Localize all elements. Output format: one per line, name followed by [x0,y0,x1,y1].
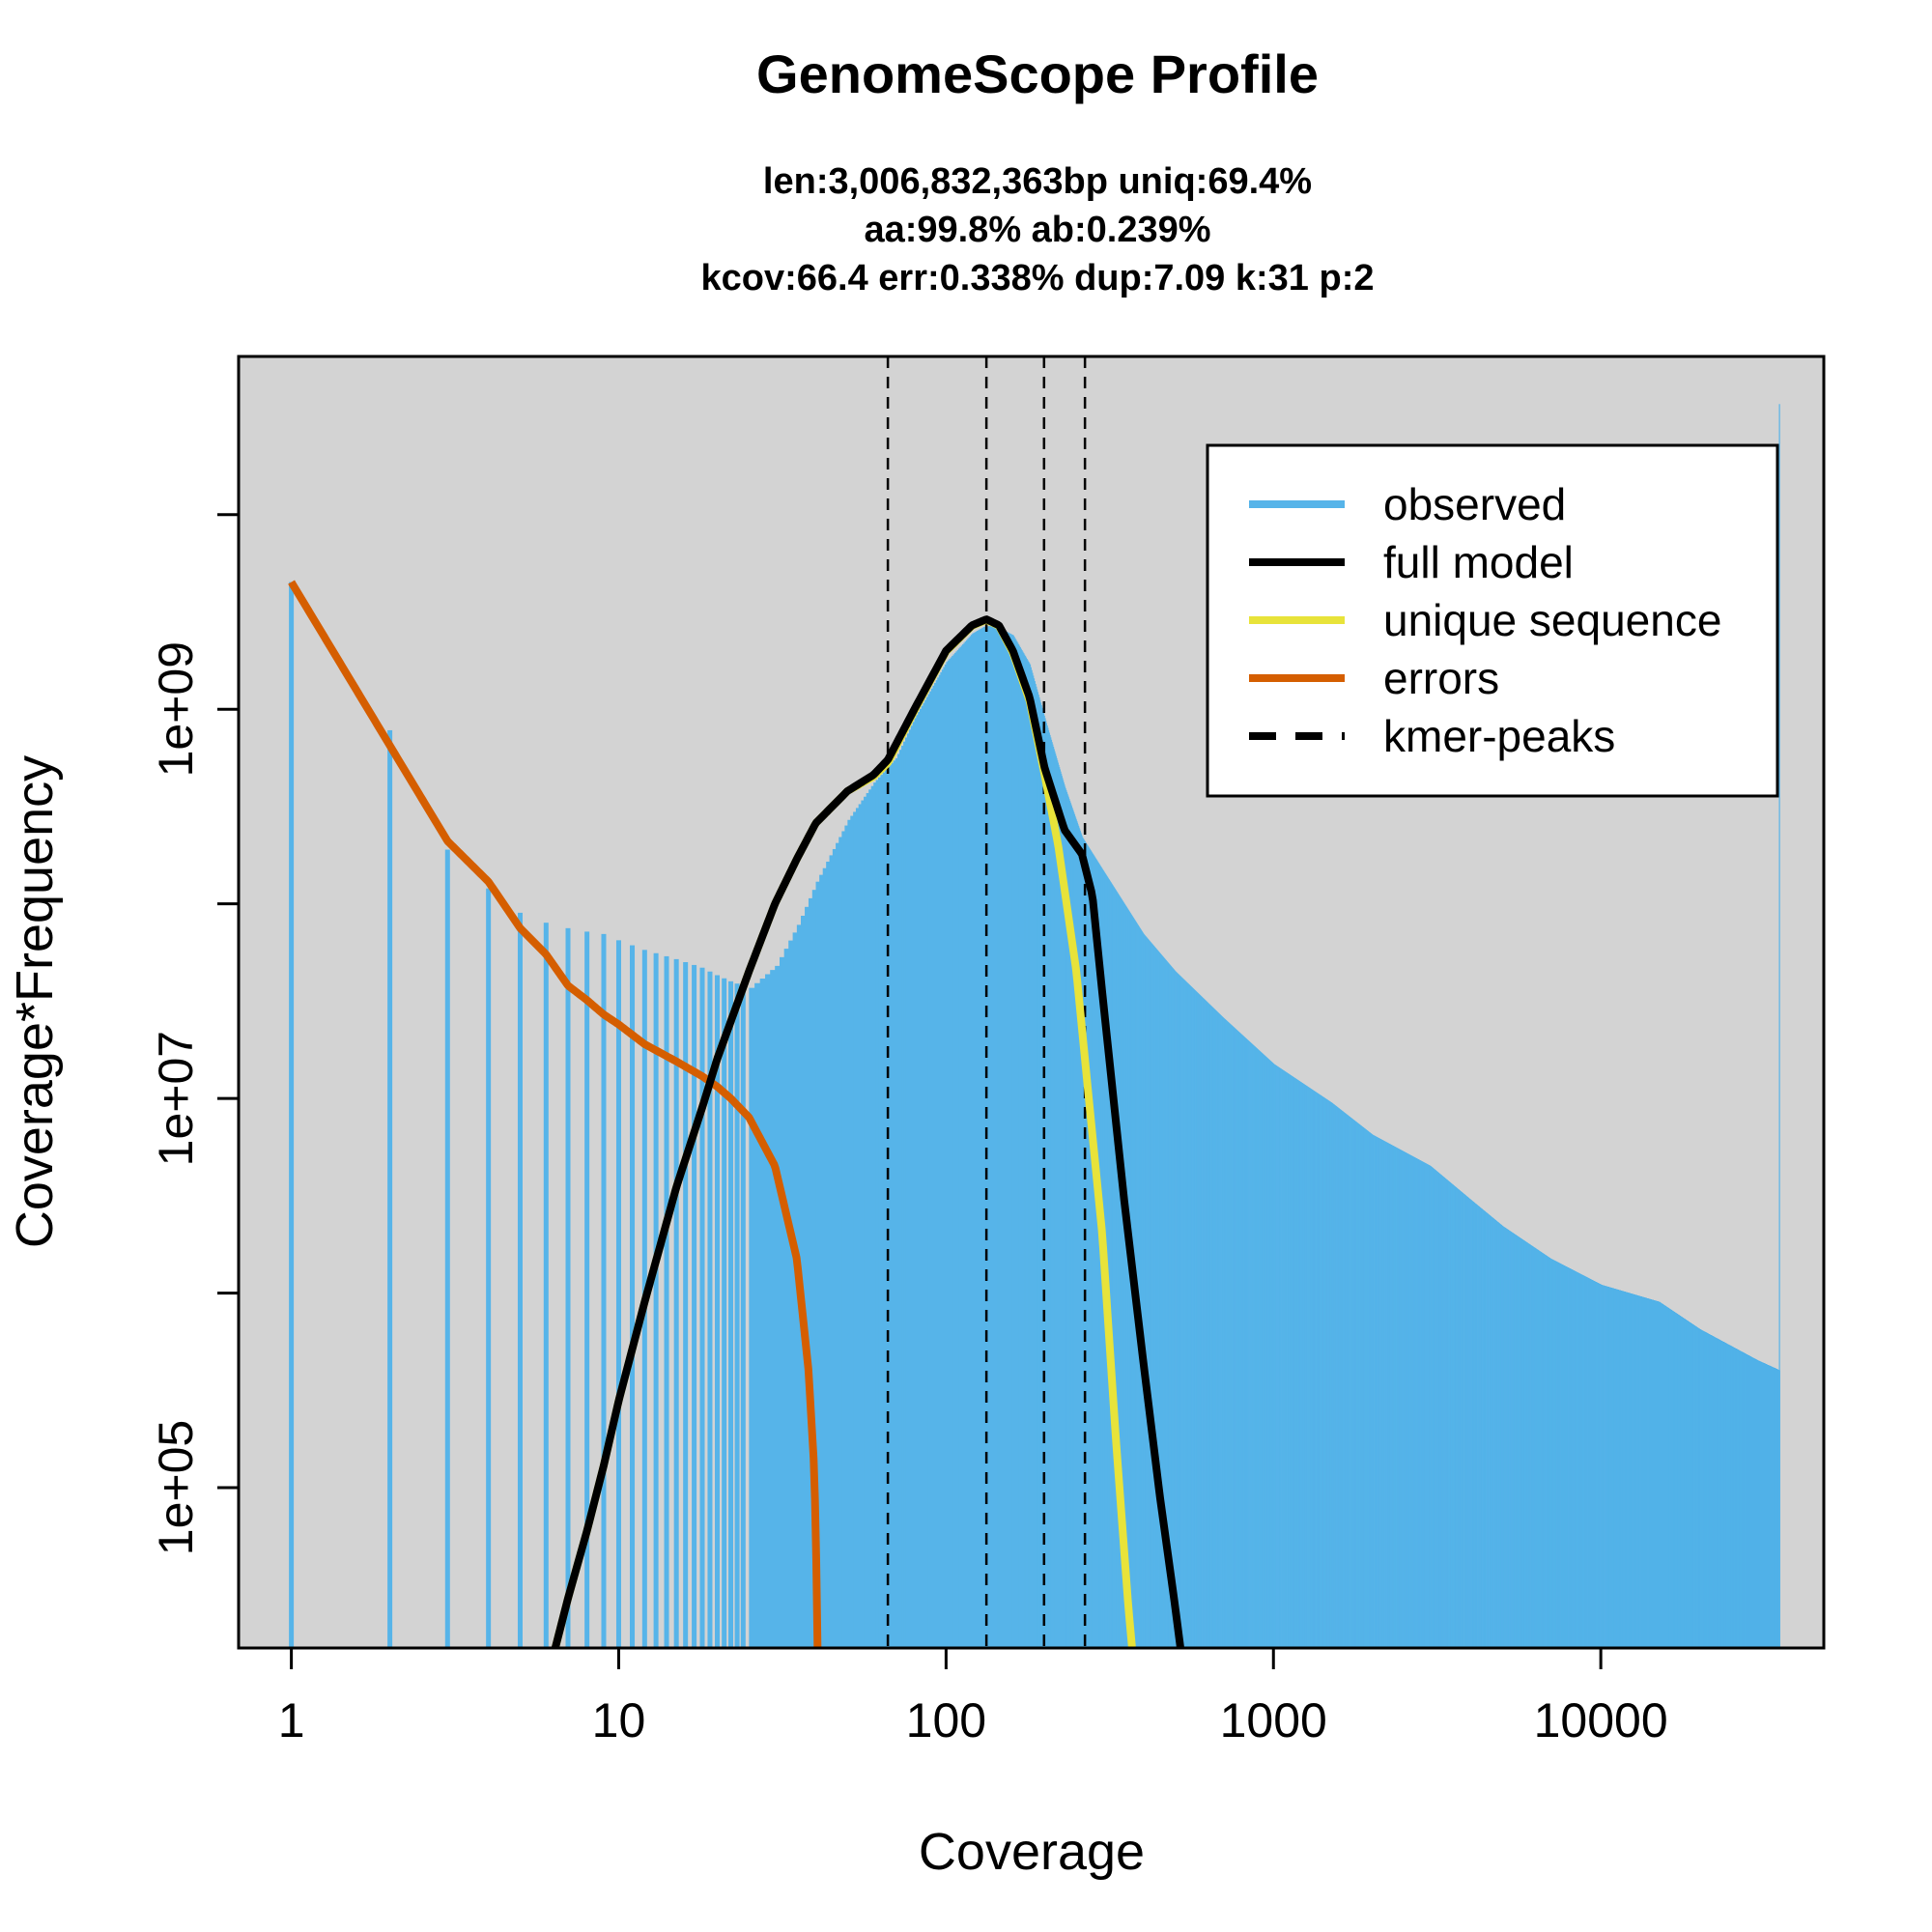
chart-subtitle-line: aa:99.8% ab:0.239% [864,210,1210,250]
chart-subtitle-line: len:3,006,832,363bp uniq:69.4% [763,161,1312,202]
observed-bar [775,966,780,1648]
observed-bar [770,970,775,1648]
observed-bar [823,868,827,1648]
observed-bar [836,843,839,1648]
observed-bar [616,940,621,1648]
observed-bar [859,804,862,1648]
observed-bar [518,913,523,1648]
observed-bar [878,778,881,1648]
observed-bar [850,816,853,1648]
observed-bar [722,979,726,1648]
observed-bar [486,889,491,1648]
observed-bar [601,934,606,1648]
observed-bar [861,801,864,1648]
observed-bar [630,946,635,1648]
observed-bar [876,780,879,1648]
observed-bar [856,808,859,1648]
observed-bar [838,838,842,1649]
observed-bar [749,988,754,1648]
observed-bar [841,831,844,1648]
observed-bar [883,773,886,1648]
observed-bar [741,985,746,1648]
observed-bar [700,968,705,1648]
observed-bar [844,826,847,1648]
observed-bar [566,928,571,1648]
chart-title: GenomeScope Profile [756,43,1319,104]
observed-bar [847,820,850,1648]
observed-bar [654,953,659,1648]
observed-bar [754,983,760,1648]
observed-bar [867,793,869,1648]
observed-bar [728,981,733,1648]
observed-bar [735,983,740,1648]
observed-bar [873,782,876,1648]
observed-bar [833,849,837,1648]
observed-bar [780,957,784,1648]
observed-bar [864,797,867,1648]
observed-bar [760,979,766,1648]
observed-bar [819,875,823,1648]
observed-bar [868,789,871,1648]
observed-bar [784,949,789,1648]
observed-bar [871,786,874,1648]
observed-bar [788,941,793,1648]
chart-subtitle-line: kcov:66.4 err:0.338% dup:7.09 k:31 p:2 [700,258,1374,298]
observed-bar [853,811,856,1648]
observed-bar [830,855,834,1648]
observed-bar [826,862,830,1648]
observed-bar [765,975,771,1649]
observed-bar [445,850,450,1648]
observed-bar [544,923,549,1648]
observed-bar [805,907,809,1648]
observed-bar [387,730,392,1648]
observed-bar [289,582,294,1648]
